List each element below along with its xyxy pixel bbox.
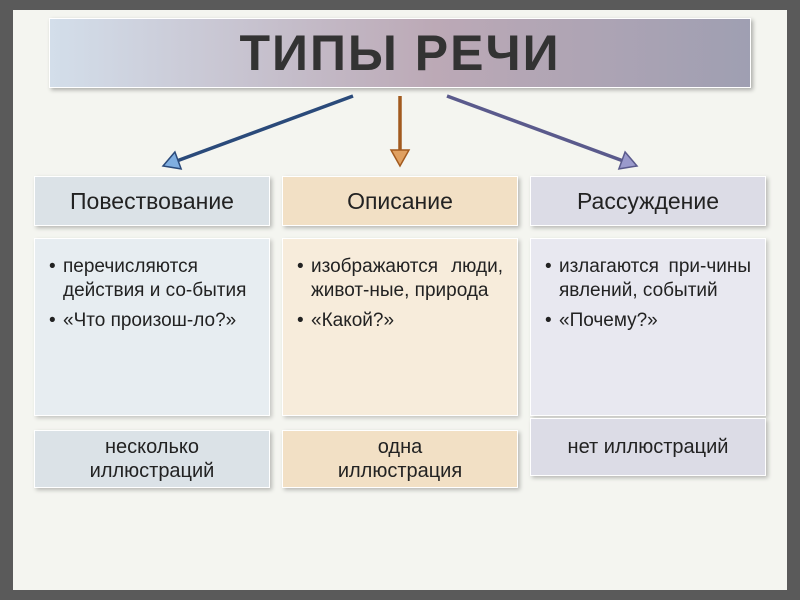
bullet: «Какой?»	[297, 309, 503, 333]
title-bar: ТИПЫ РЕЧИ	[49, 18, 751, 88]
col-body-1: изображаются люди, живот-ные, природа «Ка…	[282, 238, 518, 416]
bullet: излагаются при-чины явлений, событий	[545, 255, 751, 303]
title-text: ТИПЫ РЕЧИ	[239, 24, 560, 82]
bullet: изображаются люди, живот-ные, природа	[297, 255, 503, 303]
bullet: перечисляются действия и со-бытия	[49, 255, 255, 303]
col-body-2: излагаются при-чины явлений, событий «Поч…	[530, 238, 766, 416]
bullet: «Почему?»	[545, 309, 751, 333]
col-footer-0: несколько иллюстраций	[34, 430, 270, 488]
col-body-0: перечисляются действия и со-бытия «Что пр…	[34, 238, 270, 416]
col-header-0: Повествование	[34, 176, 270, 226]
col-footer-2: нет иллюстраций	[530, 418, 766, 476]
slide: ТИПЫ РЕЧИ Повествование перечисляются дей…	[13, 10, 787, 590]
arrows-svg	[13, 88, 787, 176]
col-header-1: Описание	[282, 176, 518, 226]
bullet: «Что произош-ло?»	[49, 309, 255, 333]
col-footer-1: одна иллюстрация	[282, 430, 518, 488]
col-header-2: Рассуждение	[530, 176, 766, 226]
